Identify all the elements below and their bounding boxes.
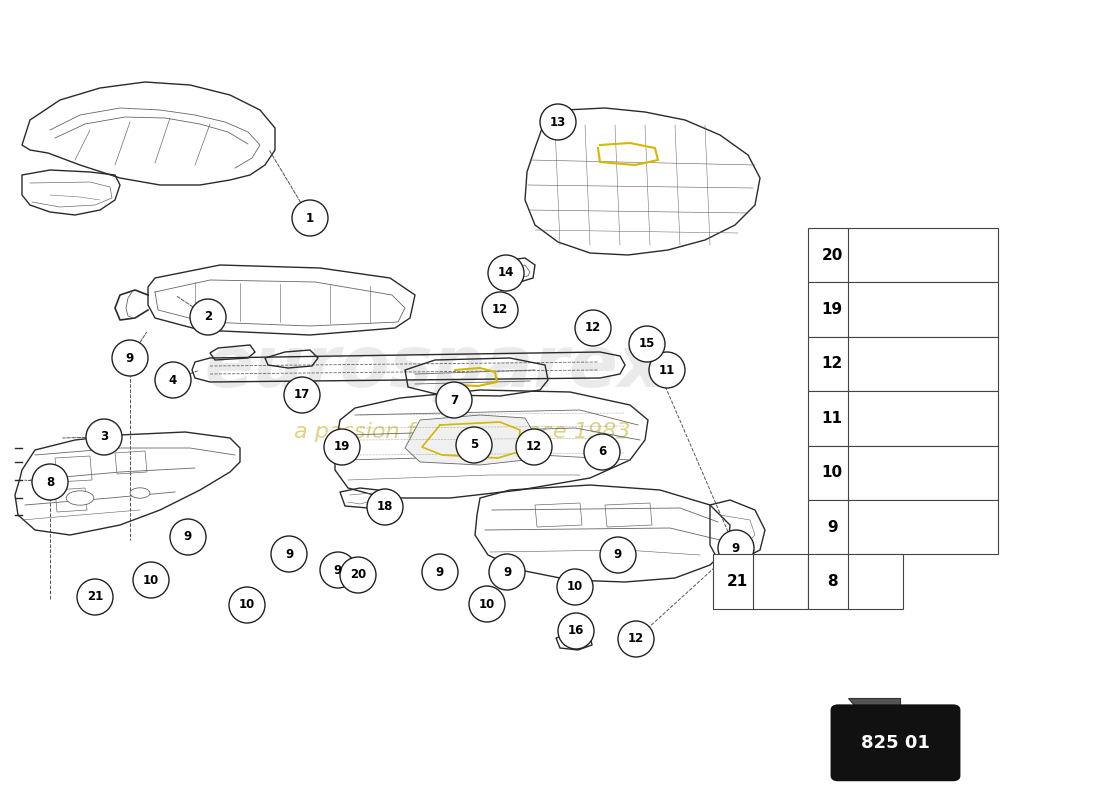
- Text: 19: 19: [333, 441, 350, 454]
- Text: 11: 11: [822, 411, 843, 426]
- Ellipse shape: [436, 382, 472, 418]
- Text: 20: 20: [350, 569, 366, 582]
- FancyBboxPatch shape: [808, 446, 998, 500]
- Ellipse shape: [618, 621, 654, 657]
- Text: 10: 10: [822, 466, 843, 480]
- FancyBboxPatch shape: [808, 391, 998, 446]
- FancyBboxPatch shape: [808, 282, 998, 337]
- Text: 9: 9: [732, 542, 740, 554]
- Ellipse shape: [469, 586, 505, 622]
- Ellipse shape: [516, 429, 552, 465]
- Ellipse shape: [422, 554, 458, 590]
- FancyBboxPatch shape: [713, 554, 808, 609]
- Text: 9: 9: [285, 547, 293, 561]
- Text: 16: 16: [568, 625, 584, 638]
- Text: 10: 10: [478, 598, 495, 610]
- Text: 10: 10: [239, 598, 255, 611]
- Text: 9: 9: [334, 563, 342, 577]
- Ellipse shape: [490, 554, 525, 590]
- Text: 3: 3: [100, 430, 108, 443]
- Text: 12: 12: [822, 357, 843, 371]
- Text: 11: 11: [659, 363, 675, 377]
- Ellipse shape: [86, 419, 122, 455]
- Ellipse shape: [540, 104, 576, 140]
- Ellipse shape: [112, 340, 148, 376]
- Ellipse shape: [170, 519, 206, 555]
- Text: 12: 12: [628, 633, 645, 646]
- Text: 14: 14: [498, 266, 514, 279]
- Ellipse shape: [367, 489, 403, 525]
- Ellipse shape: [284, 377, 320, 413]
- Ellipse shape: [649, 352, 685, 388]
- Text: 12: 12: [492, 303, 508, 317]
- Text: 7: 7: [450, 394, 458, 406]
- Polygon shape: [848, 698, 900, 712]
- Ellipse shape: [66, 491, 94, 506]
- FancyBboxPatch shape: [808, 337, 998, 391]
- Ellipse shape: [155, 362, 191, 398]
- Text: eurosparex: eurosparex: [205, 334, 664, 402]
- Ellipse shape: [324, 429, 360, 465]
- Text: 17: 17: [294, 389, 310, 402]
- Text: 8: 8: [827, 574, 837, 589]
- Text: 4: 4: [169, 374, 177, 386]
- Ellipse shape: [77, 579, 113, 615]
- Text: 12: 12: [526, 441, 542, 454]
- Text: 9: 9: [436, 566, 444, 578]
- Ellipse shape: [575, 310, 611, 346]
- Text: 10: 10: [143, 574, 160, 586]
- Text: 10: 10: [566, 581, 583, 594]
- Text: 21: 21: [87, 590, 103, 603]
- Text: 20: 20: [822, 248, 843, 262]
- Text: 2: 2: [204, 310, 212, 323]
- Ellipse shape: [456, 427, 492, 463]
- Ellipse shape: [557, 569, 593, 605]
- Text: 9: 9: [503, 566, 512, 578]
- Ellipse shape: [488, 255, 524, 291]
- Ellipse shape: [32, 464, 68, 500]
- Text: 5: 5: [470, 438, 478, 451]
- Text: 825 01: 825 01: [861, 734, 930, 752]
- Text: 19: 19: [822, 302, 843, 317]
- Text: 21: 21: [727, 574, 748, 589]
- Ellipse shape: [133, 562, 169, 598]
- Text: 18: 18: [377, 501, 393, 514]
- Ellipse shape: [600, 537, 636, 573]
- Text: 12: 12: [585, 322, 601, 334]
- Ellipse shape: [718, 530, 754, 566]
- Text: 13: 13: [550, 115, 566, 129]
- Text: a passion for parts since 1983: a passion for parts since 1983: [294, 422, 630, 442]
- FancyBboxPatch shape: [808, 500, 998, 554]
- Ellipse shape: [292, 200, 328, 236]
- Ellipse shape: [340, 557, 376, 593]
- Ellipse shape: [584, 434, 620, 470]
- Ellipse shape: [558, 613, 594, 649]
- Ellipse shape: [229, 587, 265, 623]
- Ellipse shape: [320, 552, 356, 588]
- Ellipse shape: [190, 299, 226, 335]
- Text: 6: 6: [598, 446, 606, 458]
- Ellipse shape: [482, 292, 518, 328]
- Ellipse shape: [629, 326, 666, 362]
- Text: 9: 9: [125, 351, 134, 365]
- FancyBboxPatch shape: [808, 554, 903, 609]
- Text: 8: 8: [46, 475, 54, 489]
- Text: 15: 15: [639, 338, 656, 350]
- FancyBboxPatch shape: [808, 228, 998, 282]
- Polygon shape: [405, 415, 535, 465]
- FancyBboxPatch shape: [832, 706, 959, 780]
- Text: 1: 1: [306, 211, 315, 225]
- Text: 9: 9: [827, 520, 837, 534]
- Text: 9: 9: [184, 530, 192, 543]
- Ellipse shape: [271, 536, 307, 572]
- Ellipse shape: [130, 488, 150, 498]
- Text: 9: 9: [614, 549, 623, 562]
